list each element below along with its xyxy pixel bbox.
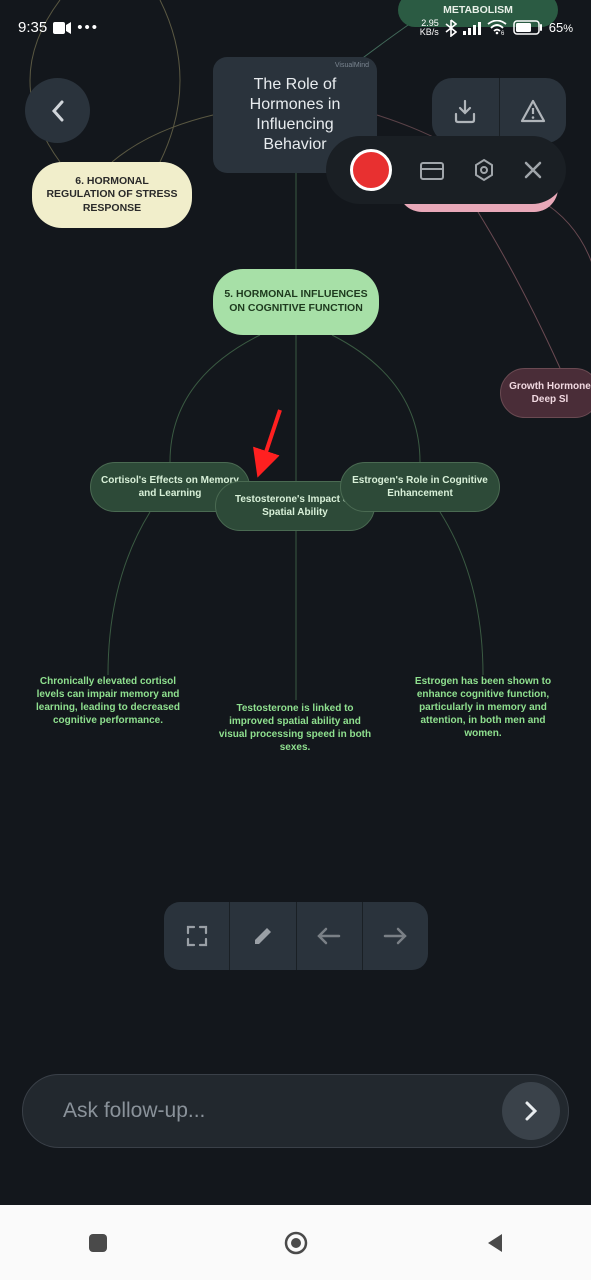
desc-testosterone: Testosterone is linked to improved spati… [215,702,375,754]
screen-record-toolbar [326,136,566,204]
chevron-left-icon [51,100,65,122]
record-button[interactable] [350,149,392,191]
status-bar: 9:35 ••• 2.95KB/s 6 65% [0,0,591,55]
network-speed: 2.95KB/s [420,19,439,37]
chevron-right-icon [524,1100,538,1122]
arrow-right-icon [382,926,408,946]
expand-icon [185,924,209,948]
signal-icon [463,21,481,35]
ask-followup-bar[interactable] [22,1074,569,1148]
next-button[interactable] [363,902,428,970]
arrow-left-icon [316,926,342,946]
pencil-icon [252,925,274,947]
canvas-toolbar [164,902,428,970]
report-button[interactable] [500,78,567,143]
folder-icon[interactable] [419,159,445,181]
ask-input[interactable] [63,1099,502,1123]
top-right-toolbar [432,78,566,143]
nav-home-icon[interactable] [283,1230,309,1256]
download-icon [452,98,478,124]
battery-pct: 65% [549,20,573,35]
desc-cortisol: Chronically elevated cortisol levels can… [30,675,186,727]
settings-icon[interactable] [472,158,496,182]
expand-button[interactable] [164,902,230,970]
app-tag: VisualMind [335,62,369,71]
node-estrogen[interactable]: Estrogen's Role in Cognitive Enhancement [340,462,500,512]
download-button[interactable] [432,78,500,143]
back-button[interactable] [25,78,90,143]
video-icon [53,22,71,34]
android-nav-bar [0,1205,591,1280]
battery-icon [513,20,543,35]
nav-recent-icon[interactable] [87,1232,109,1254]
prev-button[interactable] [297,902,363,970]
bluetooth-icon [445,19,457,37]
more-icon: ••• [77,19,99,36]
close-icon[interactable] [523,160,543,180]
node-growth-hormone[interactable]: Growth Hormone Deep Sl [500,368,591,418]
node-section-6[interactable]: 6. HORMONAL REGULATION OF STRESS RESPONS… [32,162,192,228]
edit-button[interactable] [230,902,296,970]
warning-icon [519,98,547,124]
nav-back-icon[interactable] [484,1232,504,1254]
send-button[interactable] [502,1082,560,1140]
status-time: 9:35 [18,19,47,36]
svg-text:6: 6 [501,31,505,35]
node-section-5[interactable]: 5. HORMONAL INFLUENCES ON COGNITIVE FUNC… [213,269,379,335]
desc-estrogen: Estrogen has been shown to enhance cogni… [406,675,560,740]
wifi-icon: 6 [487,20,507,35]
